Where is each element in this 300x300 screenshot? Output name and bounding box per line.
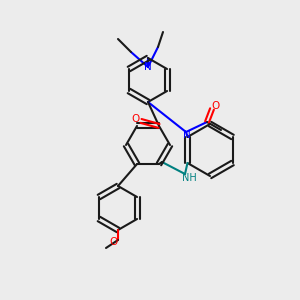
Text: N: N xyxy=(183,130,191,140)
Text: N: N xyxy=(144,62,152,72)
Text: NH: NH xyxy=(182,173,196,183)
Text: O: O xyxy=(109,237,117,247)
Text: O: O xyxy=(212,101,220,111)
Text: O: O xyxy=(132,114,140,124)
